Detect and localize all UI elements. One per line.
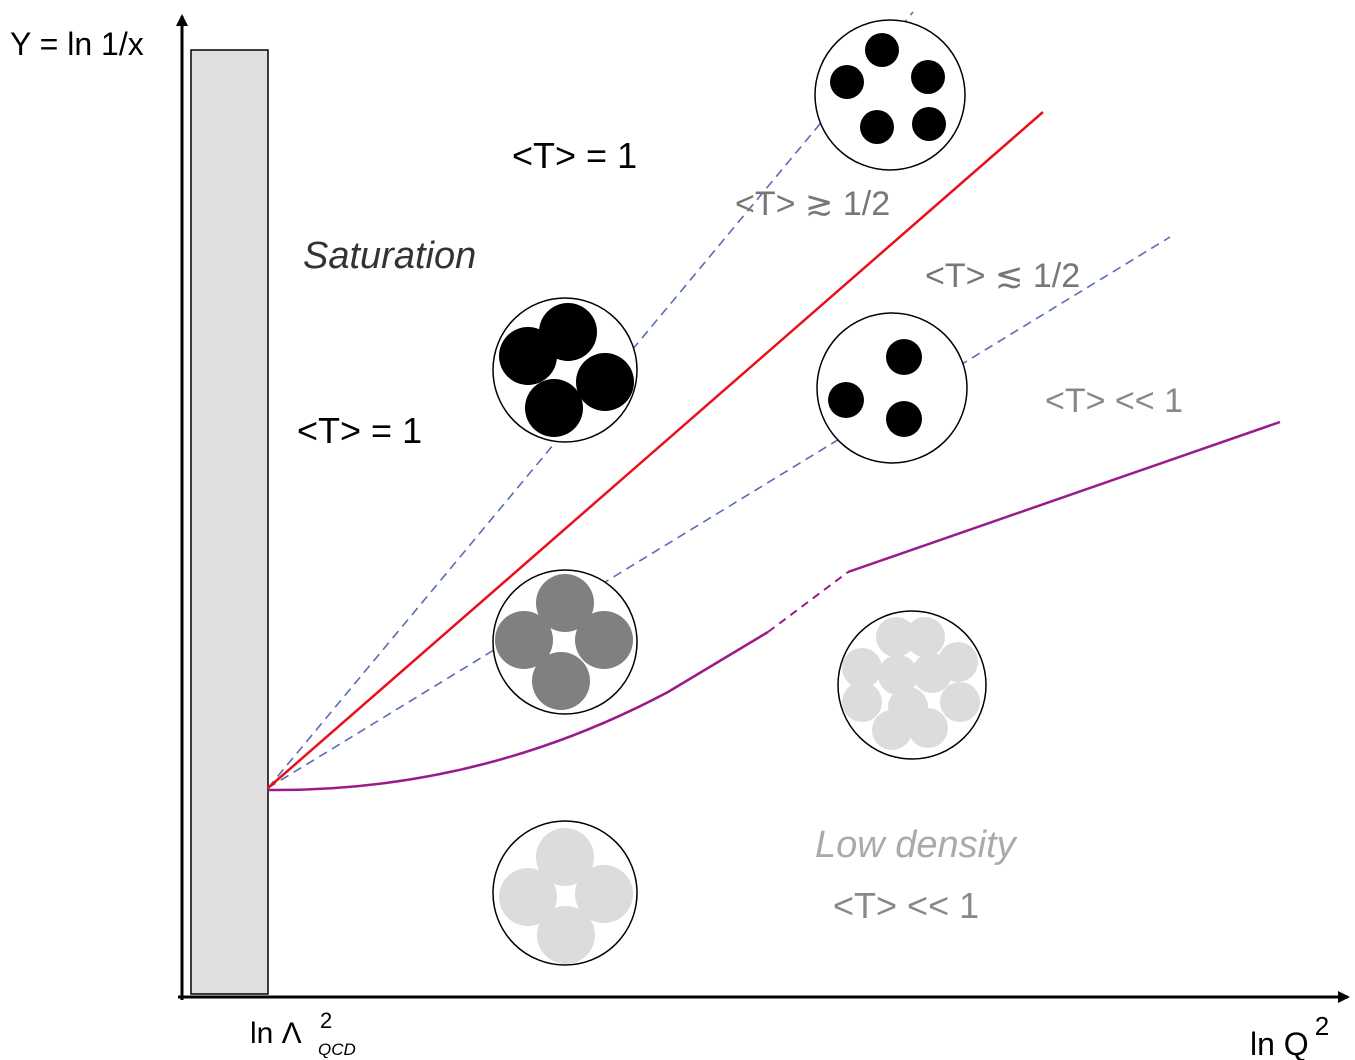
- x-axis-label-sup: 2: [1315, 1011, 1329, 1041]
- hadron-dense-small: [815, 20, 965, 170]
- diagram: Y = ln 1/x ln Q2 ln Λ 2 QCD <T> = 1 Satu…: [0, 0, 1355, 1060]
- region-label: <T> ≳ 1/2: [735, 185, 890, 223]
- nonperturbative-strip: [191, 50, 268, 994]
- x-marker-base: ln Λ: [250, 1017, 302, 1050]
- y-axis-label: Y = ln 1/x: [10, 26, 144, 62]
- hadron-dilute-many: [838, 611, 986, 759]
- x-marker-sup: 2: [320, 1008, 332, 1033]
- x-axis-label-base: ln Q: [1250, 1026, 1309, 1060]
- region-label: <T> ≲ 1/2: [925, 257, 1080, 295]
- x-marker-label: ln Λ: [250, 1017, 302, 1050]
- region-label: <T> << 1: [1045, 382, 1183, 420]
- dashed-boundary: [268, 237, 1170, 788]
- hadron-sparse: [817, 313, 967, 463]
- region-label: <T> = 1: [512, 135, 637, 176]
- region-label: <T> << 1: [833, 885, 979, 926]
- hadron-saturated: [493, 298, 637, 442]
- region-title: Low density: [815, 824, 1018, 866]
- purple-curve-dashed: [768, 572, 848, 632]
- region-label: <T> = 1: [297, 410, 422, 451]
- x-marker-sub: QCD: [318, 1040, 356, 1059]
- region-title: Saturation: [303, 235, 476, 277]
- page: Y = ln 1/x ln Q2 ln Λ 2 QCD <T> = 1 Satu…: [0, 0, 1355, 1060]
- hadron-medium: [493, 570, 637, 714]
- hadron-dilute: [493, 821, 637, 965]
